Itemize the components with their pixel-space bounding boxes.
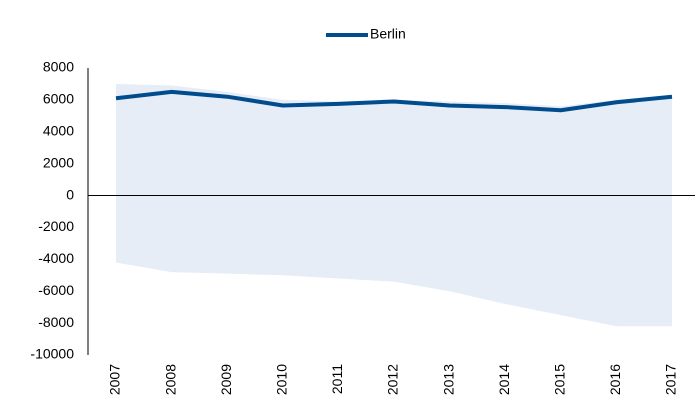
y-tick-label: 4000 — [43, 122, 74, 138]
y-tick-label: -4000 — [38, 250, 74, 266]
y-tick-label: 2000 — [43, 154, 74, 170]
y-tick-label: 6000 — [43, 91, 74, 107]
x-tick-label: 2017 — [663, 364, 679, 395]
range-band — [116, 83, 672, 327]
x-tick-label: 2011 — [329, 364, 345, 394]
y-tick-label: -6000 — [38, 282, 74, 298]
series-line — [115, 89, 673, 113]
y-tick-label: -2000 — [38, 218, 74, 234]
x-tick-label: 2009 — [218, 364, 234, 395]
x-tick-label: 2015 — [552, 364, 568, 395]
y-tick-label: -8000 — [38, 314, 74, 330]
x-tick-label: 2008 — [162, 364, 178, 395]
x-tick-label: 2016 — [607, 364, 623, 395]
x-tick-label: 2013 — [440, 364, 456, 395]
y-tick-label: 0 — [66, 186, 74, 202]
y-tick-label: 8000 — [43, 59, 74, 75]
x-tick-label: 2012 — [385, 364, 401, 395]
x-tick-label: 2007 — [107, 364, 123, 395]
x-tick-label: 2014 — [496, 364, 512, 395]
y-tick-label: -10000 — [30, 346, 74, 362]
legend-label: Berlin — [370, 26, 406, 42]
x-tick-label: 2010 — [274, 364, 290, 395]
